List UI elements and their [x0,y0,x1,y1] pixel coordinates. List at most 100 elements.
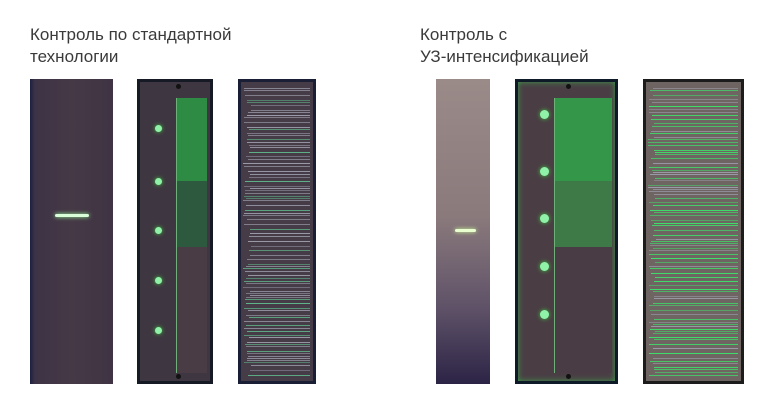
crack-line [651,131,738,132]
crack-line [650,90,738,91]
crack-line [244,193,310,194]
sensitivity-strip [176,98,207,373]
crack-line [248,135,310,136]
crack-line [250,246,310,247]
crack-line [649,202,738,203]
zone-high-density [555,98,612,181]
crack-line [247,375,310,376]
crack-line [250,233,310,234]
crack-line [649,353,738,354]
crack-line [250,291,310,292]
crack-line [246,259,310,260]
crack-line [249,317,310,318]
crack-line [243,224,310,225]
crack-line [648,375,738,376]
crack-line [649,109,738,110]
crack-line [654,137,738,138]
mounting-hole [566,84,571,89]
crack-line [248,159,310,160]
crack-line [243,328,310,329]
sensitivity-strip [554,98,612,373]
crack-line [250,110,310,111]
crack-line [654,123,738,124]
indication-dot [155,327,162,334]
crack-line [650,326,738,327]
crack-line [248,152,310,153]
crack-line [649,133,738,134]
crack-line [653,363,738,364]
sample-plate-ultrasonic-1 [436,79,490,384]
crack-line [250,174,310,175]
crack-line [243,215,310,216]
crack-line [653,95,738,96]
zone-high-density [177,98,207,181]
crack-line [245,190,310,191]
crack-line [649,268,738,269]
crack-line [245,346,310,347]
crack-line [245,297,310,298]
crack-line [654,223,738,224]
crack-line [249,188,310,189]
indication-dot [155,277,162,284]
crack-line [648,142,738,143]
crack-line [244,196,310,197]
crack-line [654,178,738,179]
crack-line [245,156,310,157]
crack-line [246,360,310,361]
crack-line [650,361,738,362]
crack-line [249,236,310,237]
crack-indication [455,229,476,232]
crack-line [250,229,310,230]
crack-line [246,100,310,101]
crack-line [245,325,310,326]
indication-dot [540,167,549,176]
mounting-hole [566,374,571,379]
crack-line [250,365,310,366]
crack-line [655,154,738,155]
crack-line [244,344,310,345]
crack-line [249,147,310,148]
crack-line [249,337,310,338]
crack-line [649,174,738,175]
crack-line [652,205,738,206]
crack-line [247,102,310,103]
crack-line [248,241,310,242]
crack-line [243,268,310,269]
crack-line [652,163,738,164]
crack-line [243,335,310,336]
crack-line [246,139,310,140]
crack-line [648,112,738,113]
sample-plate-ultrasonic-2 [515,79,618,384]
crack-line [653,348,738,349]
crack-line [651,158,738,159]
crack-line [650,220,738,221]
plate-surface [241,82,313,381]
mounting-hole [176,84,181,89]
crack-line [245,210,310,211]
crack-line [654,372,738,373]
crack-line [649,243,738,244]
crack-line [654,296,738,297]
crack-line [654,150,738,151]
crack-line [247,275,310,276]
crack-line [243,88,310,89]
zone-medium-density [555,180,612,247]
sample-plate-standard-3 [238,79,316,384]
crack-line [655,152,738,153]
plate-surface [518,82,615,381]
crack-line [648,167,738,168]
crack-line [244,117,310,118]
crack-line [648,322,738,323]
crack-line [651,126,738,127]
crack-line [249,129,310,130]
crack-line [651,115,738,116]
crack-line [245,278,310,279]
crack-line [248,145,310,146]
crack-line [245,315,310,316]
crack-line [651,314,738,315]
crack-line [652,333,738,334]
crack-line [648,285,738,286]
crack-line [246,342,310,343]
crack-line [653,367,738,368]
crack-line [247,171,310,172]
